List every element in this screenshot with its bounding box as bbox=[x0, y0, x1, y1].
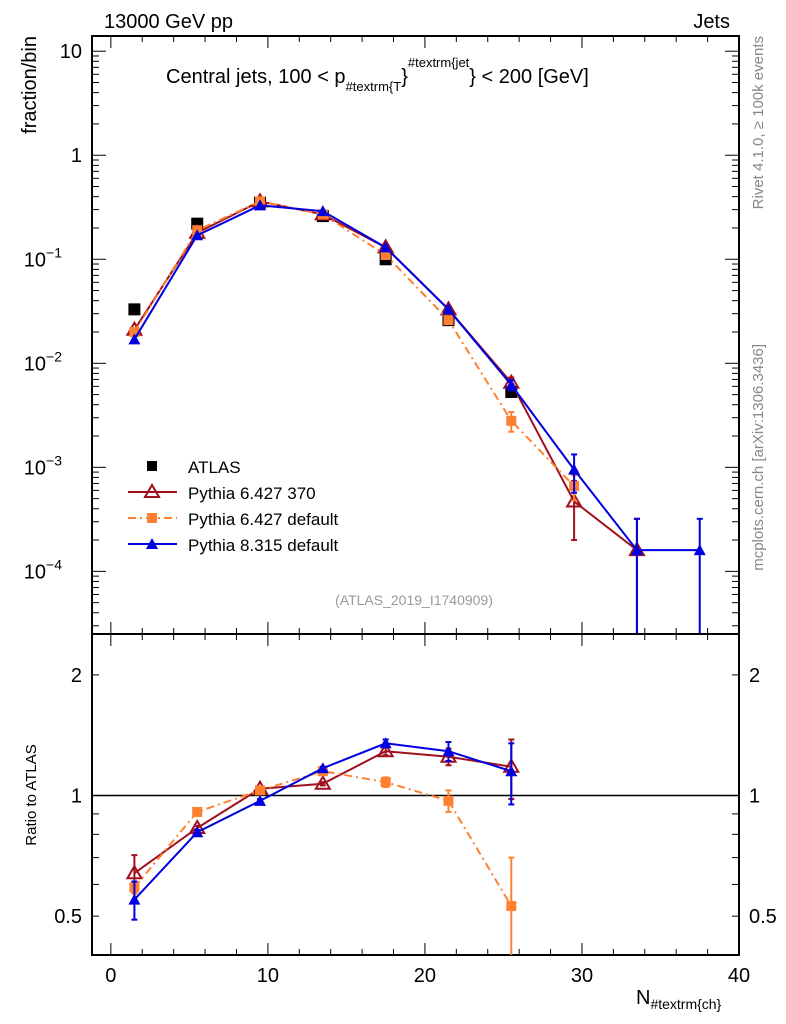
analysis-label: (ATLAS_2019_I1740909) bbox=[335, 592, 493, 608]
plot-frame bbox=[91, 633, 740, 956]
data-point bbox=[128, 893, 141, 905]
x-tick-label: 30 bbox=[571, 965, 593, 987]
data-point bbox=[316, 762, 329, 774]
series-py6_default bbox=[129, 196, 580, 502]
legend-item-py8: Pythia 8.315 default bbox=[128, 536, 339, 555]
legend: ATLAS Pythia 6.427 370 Pythia 6.427 defaul… bbox=[128, 458, 339, 555]
legend-label: ATLAS bbox=[188, 458, 241, 477]
x-tick-label: 40 bbox=[728, 965, 750, 987]
data-point bbox=[443, 795, 454, 806]
data-point bbox=[314, 774, 332, 790]
tick-exponent: −1 bbox=[46, 244, 62, 260]
title-end: } < 200 [GeV] bbox=[469, 66, 589, 88]
data-point bbox=[380, 249, 391, 260]
tick-base: 10 bbox=[24, 353, 46, 375]
x-axis-label: N#textrm{ch} bbox=[636, 987, 722, 1012]
series-py8 bbox=[128, 199, 706, 634]
data-point bbox=[505, 765, 518, 777]
y-tick-label: 0.5 bbox=[54, 906, 82, 928]
title-sup: #textrm{jet bbox=[408, 55, 470, 70]
legend-item-py6_default: Pythia 6.427 default bbox=[128, 510, 339, 529]
legend-label: Pythia 6.427 default bbox=[188, 510, 339, 529]
data-point bbox=[376, 742, 395, 758]
x-tick-label: 0 bbox=[105, 965, 116, 987]
x-tick-label: 20 bbox=[414, 965, 436, 987]
data-point bbox=[565, 492, 583, 508]
data-point bbox=[255, 785, 266, 796]
series-line bbox=[133, 200, 575, 487]
data-point bbox=[442, 303, 455, 315]
data-point bbox=[125, 864, 144, 880]
y-axis-label-main: fraction/bin bbox=[19, 36, 41, 134]
tick-exponent: −2 bbox=[46, 348, 62, 364]
tick-base: 10 bbox=[24, 457, 46, 479]
data-point bbox=[254, 794, 267, 806]
data-point bbox=[630, 544, 643, 556]
x-tick-label: 10 bbox=[257, 965, 279, 987]
y-tick-label: 10−2 bbox=[24, 348, 62, 375]
title-main: Central jets, 100 < p bbox=[166, 66, 346, 88]
y-tick-label: 1 bbox=[71, 145, 82, 167]
mcplots-label: mcplots.cern.ch [arXiv:1306.3436] bbox=[750, 344, 767, 571]
data-point bbox=[506, 901, 517, 912]
data-point bbox=[693, 544, 706, 556]
rivet-label: Rivet 4.1.0, ≥ 100k events bbox=[750, 36, 767, 209]
energy-label: 13000 GeV pp bbox=[104, 11, 233, 33]
title-brace: } bbox=[401, 66, 408, 88]
y-tick-label: 10−4 bbox=[24, 556, 62, 583]
data-point bbox=[254, 199, 267, 211]
data-point bbox=[506, 415, 517, 426]
tick-exponent: −4 bbox=[46, 556, 62, 572]
y-tick-label: 10−1 bbox=[24, 244, 62, 271]
data-point bbox=[129, 326, 140, 337]
data-point bbox=[442, 745, 455, 757]
data-point bbox=[192, 806, 203, 817]
data-point bbox=[568, 463, 581, 475]
tick-exponent: −3 bbox=[46, 452, 62, 468]
data-point bbox=[505, 378, 518, 390]
x-axis-label-main: N bbox=[636, 987, 650, 1009]
title-sub: #textrm{T bbox=[346, 79, 402, 94]
data-point bbox=[443, 315, 454, 326]
series-line bbox=[133, 204, 700, 552]
series-py6_default bbox=[129, 766, 517, 955]
tick-base: 10 bbox=[24, 561, 46, 583]
main-title: Central jets, 100 < p#textrm{T}#textrm{j… bbox=[166, 55, 589, 94]
y-tick-label: 10−3 bbox=[24, 452, 62, 479]
y-tick-label-right: 0.5 bbox=[749, 906, 777, 928]
data-point bbox=[143, 483, 161, 498]
series-py8 bbox=[128, 737, 518, 921]
process-label: Jets bbox=[693, 11, 730, 33]
data-point bbox=[191, 826, 204, 838]
data-point bbox=[147, 461, 157, 471]
y-tick-label: 2 bbox=[71, 665, 82, 687]
data-point bbox=[191, 229, 204, 241]
data-point bbox=[146, 538, 158, 549]
y-tick-label: 10 bbox=[60, 41, 82, 63]
tick-base: 10 bbox=[24, 249, 46, 271]
y-tick-label-right: 2 bbox=[749, 665, 760, 687]
legend-label: Pythia 6.427 370 bbox=[188, 484, 316, 503]
series-atlas bbox=[128, 196, 518, 398]
data-point bbox=[379, 241, 392, 253]
data-point bbox=[380, 777, 391, 788]
legend-item-py6_370: Pythia 6.427 370 bbox=[128, 483, 316, 503]
y-tick-label: 1 bbox=[71, 786, 82, 808]
data-point bbox=[316, 205, 329, 217]
legend-item-atlas: ATLAS bbox=[147, 458, 241, 477]
data-point bbox=[128, 303, 141, 316]
data-point bbox=[128, 333, 141, 345]
y-tick-label-right: 1 bbox=[749, 786, 760, 808]
data-point bbox=[147, 513, 157, 523]
x-axis-label-sub: #textrm{ch} bbox=[650, 996, 721, 1012]
y-axis-label-ratio: Ratio to ATLAS bbox=[23, 744, 40, 845]
ratio-panel: 2 2 1 1 0.5 0.5 0 10 20 30 40 bbox=[54, 633, 777, 987]
data-point bbox=[379, 737, 392, 749]
legend-label: Pythia 8.315 default bbox=[188, 536, 339, 555]
